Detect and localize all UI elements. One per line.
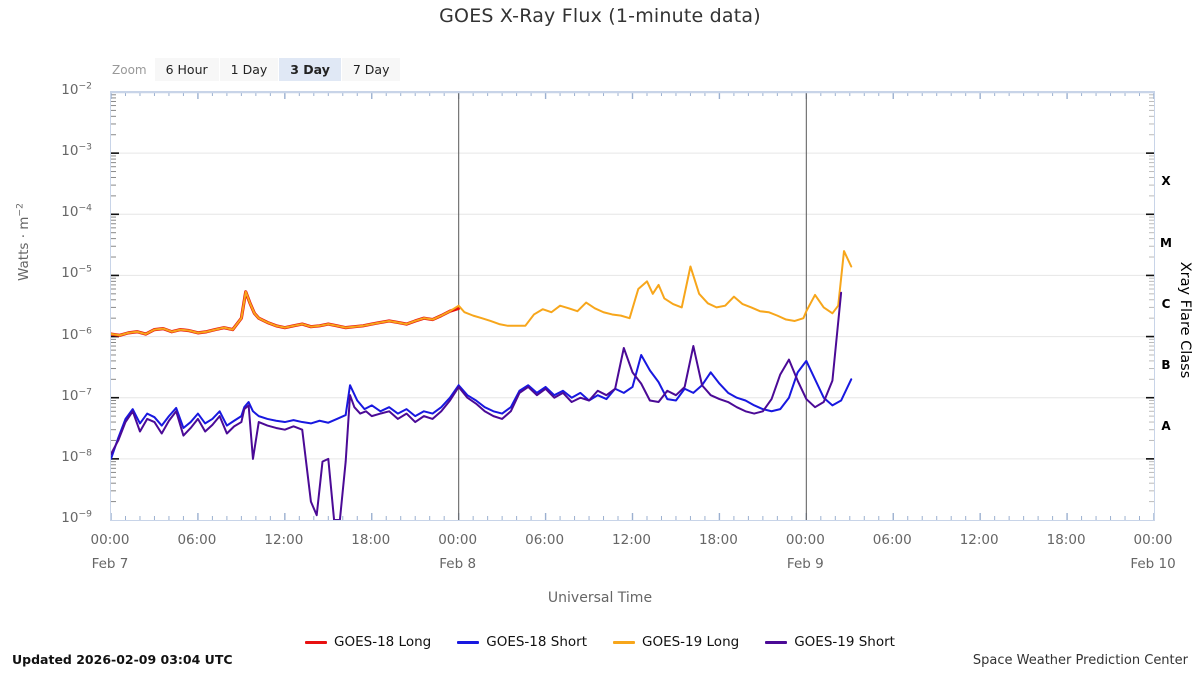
x-tick-0: 00:00 [90,532,130,548]
flare-class-X: X [1161,174,1171,189]
y-axis-title: Watts · m−2 [14,203,33,281]
x-date-2: Feb 9 [786,556,824,572]
flare-class-A: A [1161,418,1171,433]
y-tick-10-2: 10−2 [61,80,92,98]
legend-label: GOES-18 Long [334,634,432,650]
legend-item-goes-18-long[interactable]: GOES-18 Long [305,634,431,650]
legend-label: GOES-19 Short [794,634,895,650]
x-date-0: Feb 7 [91,556,129,572]
chart-legend: GOES-18 Long GOES-18 Short GOES-19 Long GOE… [0,634,1200,650]
legend-swatch-icon [613,640,635,644]
zoom-button-6-hour[interactable]: 6 Hour [154,58,220,81]
x-date-3: Feb 10 [1130,556,1176,572]
zoom-button-7-day[interactable]: 7 Day [341,58,401,81]
legend-item-goes-18-short[interactable]: GOES-18 Short [457,634,587,650]
flare-class-C: C [1161,296,1171,311]
x-tick-12: 00:00 [1133,532,1173,548]
credit-label: Space Weather Prediction Center [972,653,1188,668]
updated-timestamp: Updated 2026-02-09 03:04 UTC [12,652,233,667]
x-tick-4: 00:00 [438,532,478,548]
y-tick-10-6: 10−6 [61,325,92,343]
zoom-button-3-day[interactable]: 3 Day [279,58,342,81]
x-tick-2: 12:00 [264,532,304,548]
y-tick-10-5: 10−5 [61,263,92,282]
x-tick-11: 18:00 [1046,532,1086,548]
x-tick-7: 18:00 [698,532,738,548]
x-tick-6: 12:00 [612,532,651,548]
plot-area[interactable] [110,91,1155,521]
y-tick-10-3: 10−3 [61,141,92,160]
x-tick-8: 00:00 [785,532,825,548]
y-tick-10-4: 10−4 [61,202,92,221]
zoom-label: Zoom [112,62,147,77]
y-tick-10-9: 10−9 [61,508,92,526]
legend-item-goes-19-long[interactable]: GOES-19 Long [613,634,739,650]
xray-flux-plot [111,92,1154,520]
x-tick-5: 06:00 [525,532,565,548]
flare-class-axis-title: Xray Flare Class [1177,261,1193,379]
x-tick-1: 06:00 [177,532,217,548]
flare-class-M: M [1160,235,1172,250]
legend-swatch-icon [765,640,788,644]
page-title: GOES X-Ray Flux (1-minute data) [439,5,761,27]
legend-swatch-icon [457,640,480,644]
legend-label: GOES-18 Short [486,634,587,650]
zoom-range-control[interactable]: Zoom 6 Hour 1 Day 3 Day 7 Day [108,58,401,81]
legend-swatch-icon [305,640,328,644]
x-axis-title: Universal Time [547,590,653,606]
y-tick-10-8: 10−8 [61,447,92,465]
legend-label: GOES-19 Long [642,634,740,650]
x-date-1: Feb 8 [439,556,477,572]
x-tick-9: 06:00 [872,532,912,548]
x-tick-3: 18:00 [351,532,391,548]
zoom-button-1-day[interactable]: 1 Day [219,58,280,81]
x-tick-10: 12:00 [959,532,999,548]
flare-class-B: B [1161,357,1171,372]
y-tick-10-7: 10−7 [61,386,92,404]
legend-item-goes-19-short[interactable]: GOES-19 Short [765,634,895,650]
